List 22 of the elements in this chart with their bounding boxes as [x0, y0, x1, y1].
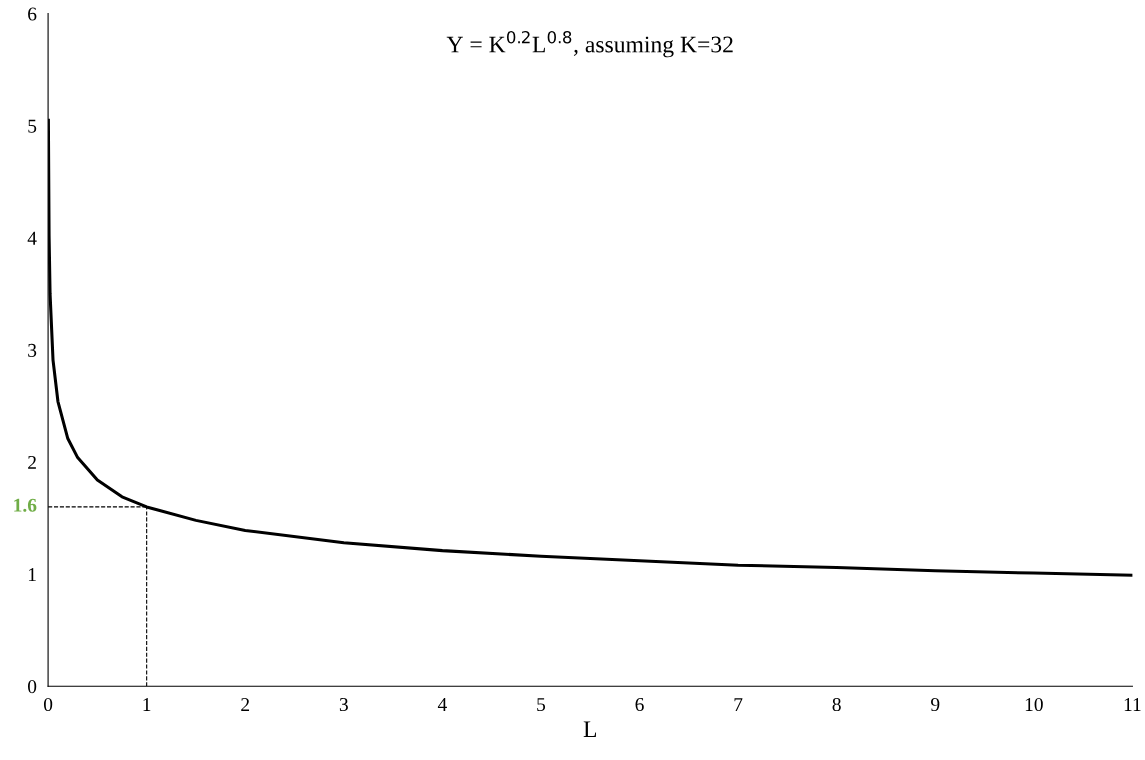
x-tick-label: 1	[143, 698, 151, 711]
x-tick-label: 5	[537, 698, 546, 712]
y-tick-label: 3	[28, 343, 37, 357]
x-tick-label: 0	[43, 697, 53, 712]
x-tick-label: 4	[437, 698, 447, 711]
ref-line-label: 1.6	[14, 498, 37, 512]
y-tick-label: 2	[28, 455, 36, 469]
x-axis-title: L	[583, 721, 597, 737]
x-tick-label: 2	[241, 698, 250, 711]
x-tick-label: 9	[931, 698, 940, 712]
x-tick-label: 10	[1025, 697, 1043, 712]
x-tick-label: 11	[1124, 698, 1141, 711]
y-tick-label: 6	[28, 7, 37, 21]
y-tick-label: 1	[28, 568, 36, 581]
x-tick-label: 8	[832, 697, 841, 712]
y-tick-label: 4	[27, 231, 37, 245]
x-tick-label: 3	[339, 698, 348, 712]
y-tick-label: 0	[28, 680, 37, 694]
text: Y = K$^{0.2}$L$^{0.8}$, assuming K=32	[446, 30, 733, 58]
x-tick-label: 7	[734, 698, 743, 711]
y-tick-label: 5	[28, 119, 37, 133]
x-tick-label: 6	[635, 698, 644, 712]
